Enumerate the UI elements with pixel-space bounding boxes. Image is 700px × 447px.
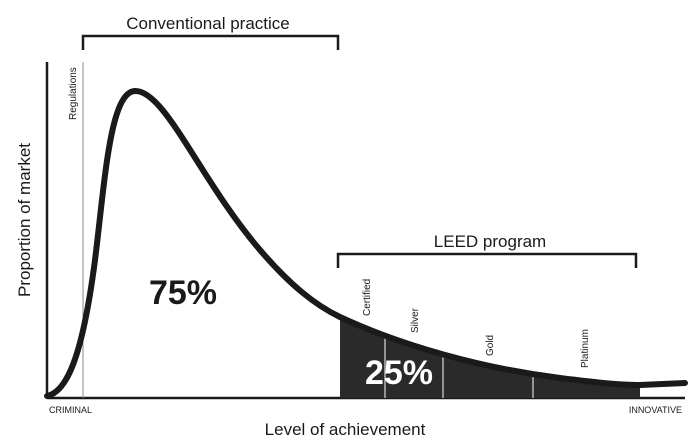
x-axis-left-label: CRIMINAL [49, 405, 92, 415]
conventional-practice-label: Conventional practice [126, 14, 289, 33]
y-axis-title: Proportion of market [15, 143, 34, 297]
leed-shaded-region [340, 317, 640, 398]
distribution-curve [44, 87, 688, 399]
certified-label: Certified [362, 279, 373, 316]
leed-program-label: LEED program [434, 232, 546, 251]
conventional-percentage-label: 75% [149, 274, 217, 312]
silver-label: Silver [410, 307, 421, 333]
leed-percentage-label: 25% [365, 354, 433, 392]
regulations-label: Regulations [68, 67, 79, 120]
x-axis-title: Level of achievement [265, 420, 426, 439]
platinum-label: Platinum [580, 329, 591, 368]
conventional-practice-bracket [81, 34, 340, 50]
x-axis-right-label: INNOVATIVE [629, 405, 682, 415]
gold-label: Gold [485, 335, 496, 356]
leed-program-bracket [336, 252, 638, 268]
